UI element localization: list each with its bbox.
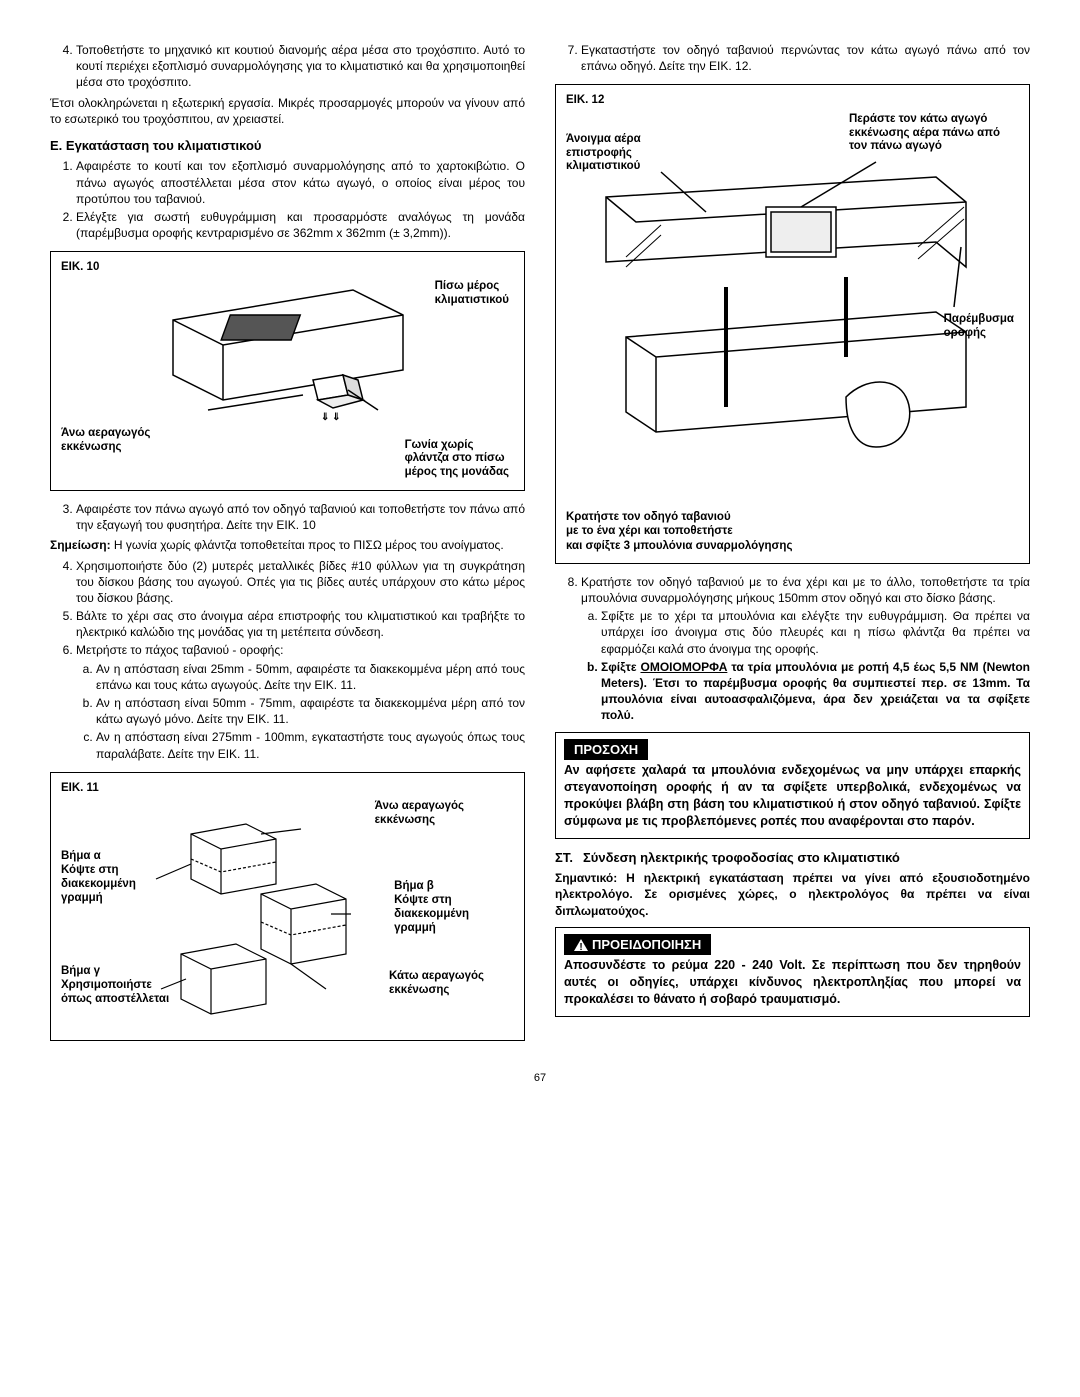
warning-box: !ΠΡΟΕΙΔΟΠΟΙΗΣΗ Αποσυνδέστε το ρεύμα 220 … — [555, 927, 1030, 1017]
list-subitem: Σφίξτε ΟΜΟΙΟΜΟΡΦΑ τα τρία μπουλόνια με ρ… — [601, 659, 1030, 724]
figure-label: Κάτω αεραγωγόςεκκένωσης — [389, 970, 484, 998]
list-item: Ελέγξτε για σωστή ευθυγράμμιση και προσα… — [76, 209, 525, 241]
figure-label: Βήμα αΚόψτε στηδιακεκομμένηγραμμή — [61, 850, 136, 905]
figure-11: ΕΙΚ. 11 — [50, 772, 525, 1042]
caution-text: Αν αφήσετε χαλαρά τα μπουλόνια ενδεχομέν… — [564, 762, 1021, 830]
list-subitem: Σφίξτε με το χέρι τα μπουλόνια και ελέγξ… — [601, 608, 1030, 657]
figure-title: ΕΙΚ. 10 — [61, 260, 514, 276]
note: Σημείωση: Η γωνία χωρίς φλάντζα τοποθετε… — [50, 537, 525, 553]
list-item: Χρησιμοποιήστε δύο (2) μυτερές μεταλλικέ… — [76, 558, 525, 607]
figure-label: Βήμα γΧρησιμοποιήστεόπως αποστέλλεται — [61, 965, 169, 1006]
figure-svg: ⇓ ⇓ — [123, 280, 453, 440]
section-heading-f: ΣΤ.Σύνδεση ηλεκτρικής τροφοδοσίας στο κλ… — [555, 849, 1030, 867]
paragraph: Έτσι ολοκληρώνεται η εξωτερική εργασία. … — [50, 95, 525, 127]
section-heading-e: Ε. Εγκατάσταση του κλιματιστικού — [50, 137, 525, 155]
figure-label: Περάστε τον κάτω αγωγό εκκένωσης αέρα πά… — [849, 113, 1019, 154]
figure-12: ΕΙΚ. 12 — [555, 84, 1030, 564]
figure-label: Πίσω μέροςκλιματιστικού — [435, 280, 509, 308]
figure-title: ΕΙΚ. 11 — [61, 781, 514, 797]
list-item: Αφαιρέστε το κουτί και τον εξοπλισμό συν… — [76, 158, 525, 207]
caution-label: ΠΡΟΣΟΧΗ — [564, 739, 648, 761]
list-item: Μετρήστε το πάχος ταβανιού - οροφής: Αν … — [76, 642, 525, 761]
figure-label: Παρέμβυσμαοροφής — [944, 313, 1014, 341]
figure-title: ΕΙΚ. 12 — [566, 93, 1019, 109]
list-item: Αφαιρέστε τον πάνω αγωγό από τον οδηγό τ… — [76, 501, 525, 533]
warning-text: Αποσυνδέστε το ρεύμα 220 - 240 Volt. Σε … — [564, 957, 1021, 1008]
figure-label: Άνοιγμα αέραεπιστροφήςκλιματιστικού — [566, 133, 641, 174]
figure-label: Γωνία χωρίςφλάντζα στο πίσωμέρος της μον… — [405, 439, 509, 480]
figure-label: Άνω αεραγωγόςεκκένωσης — [375, 800, 464, 828]
caution-box: ΠΡΟΣΟΧΗ Αν αφήσετε χαλαρά τα μπουλόνια ε… — [555, 732, 1030, 839]
list-subitem: Αν η απόσταση είναι 50mm - 75mm, αφαιρέσ… — [96, 695, 525, 727]
list-item: Βάλτε το χέρι σας στο άνοιγμα αέρα επιστ… — [76, 608, 525, 640]
page-number: 67 — [50, 1071, 1030, 1086]
warning-icon: ! — [574, 939, 588, 951]
list-subitem: Αν η απόσταση είναι 275mm - 100mm, εγκατ… — [96, 729, 525, 761]
figure-svg — [566, 147, 986, 527]
figure-label: Βήμα βΚόψτε στηδιακεκομμένηγραμμή — [394, 880, 469, 935]
figure-label: Άνω αεραγωγόςεκκένωσης — [61, 427, 150, 455]
svg-text:⇓ ⇓: ⇓ ⇓ — [321, 412, 341, 423]
list-subitem: Αν η απόσταση είναι 25mm - 50mm, αφαιρέσ… — [96, 661, 525, 693]
list-item: Τοποθετήστε το μηχανικό κιτ κουτιού διαν… — [76, 42, 525, 91]
figure-label: Κρατήστε τον οδηγό ταβανιούμε το ένα χέρ… — [566, 510, 792, 553]
important-note: Σημαντικό: Η ηλεκτρική εγκατάσταση πρέπε… — [555, 870, 1030, 919]
list-item: Κρατήστε τον οδηγό ταβανιού με το ένα χέ… — [581, 574, 1030, 724]
warning-label: !ΠΡΟΕΙΔΟΠΟΙΗΣΗ — [564, 934, 711, 956]
svg-text:!: ! — [579, 942, 582, 951]
list-item: Εγκαταστήστε τον οδηγό ταβανιού περνώντα… — [581, 42, 1030, 74]
figure-10: ΕΙΚ. 10 Πίσω μέροςκλιματιστικού — [50, 251, 525, 491]
